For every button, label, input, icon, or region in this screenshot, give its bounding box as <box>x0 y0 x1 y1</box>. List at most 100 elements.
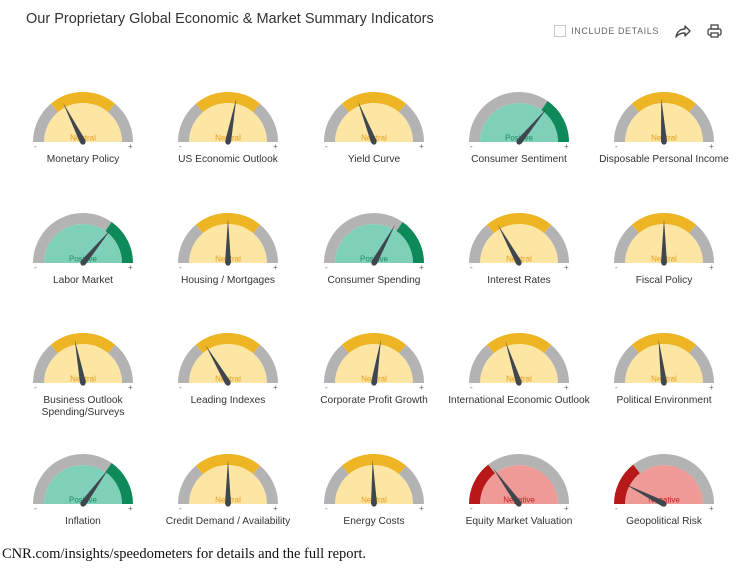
plus-marker: + <box>419 383 424 392</box>
gauge-energy-costs: Neutral-+Energy Costs <box>302 450 446 528</box>
gauge-needle <box>661 98 667 143</box>
speedometer-dial: Negative - + <box>614 454 714 513</box>
dial-band <box>398 344 424 384</box>
gauge-disposable-personal-income: Neutral-+Disposable Personal Income <box>592 88 736 166</box>
dial-band <box>324 103 350 143</box>
gauge-label: Interest Rates <box>487 275 551 286</box>
needle-hub <box>371 139 377 145</box>
gauge-political-environment: Neutral-+Political Environment <box>592 329 736 407</box>
gauge-label: Corporate Profit Growth <box>320 395 428 406</box>
plus-marker: + <box>128 504 133 513</box>
print-icon[interactable] <box>707 24 722 38</box>
dial-band <box>178 103 204 143</box>
speedometer-dial: Neutral-+ <box>324 333 424 392</box>
plus-marker: + <box>273 263 278 272</box>
needle-hub <box>225 139 231 145</box>
dial-band <box>195 333 261 354</box>
gauge-equity-market-valuation: Negative-+Equity Market Valuation <box>447 450 591 528</box>
needle-hub <box>371 380 377 386</box>
dial-band <box>252 103 278 143</box>
needle-hub <box>661 139 667 145</box>
plus-marker: + <box>128 383 133 392</box>
plus-marker: + <box>709 142 714 151</box>
dial-band <box>178 224 204 264</box>
speedometer-dial: Neutral-+ <box>614 92 714 151</box>
dial-band <box>252 465 278 505</box>
plus-marker: + <box>564 383 569 392</box>
needle-hub <box>371 501 377 507</box>
speedometer-dial: Neutral-+ <box>178 92 278 151</box>
gauge-yield-curve: Neutral-+Yield Curve <box>302 88 446 166</box>
gauge-needle <box>205 345 231 385</box>
dial-band <box>107 344 133 384</box>
minus-marker: - <box>470 383 473 392</box>
dial-band <box>543 224 569 264</box>
plus-marker: + <box>419 263 424 272</box>
gauge-needle <box>225 460 231 504</box>
gauge-needle <box>516 108 548 144</box>
dial-band <box>398 465 424 505</box>
plus-marker: + <box>273 504 278 513</box>
dial-band <box>631 92 697 113</box>
speedometer-dial: Neutral-+ <box>33 333 133 392</box>
dial-band <box>33 213 112 264</box>
speedometer-dial: Positive-+ <box>33 454 133 513</box>
gauge-label: Credit Demand / Availability <box>165 516 291 527</box>
dial-band <box>541 101 569 143</box>
dial-band <box>252 224 278 264</box>
dial-band <box>324 213 403 264</box>
speedometer-dial: Neutral-+ <box>178 333 278 392</box>
toolbar: INCLUDE DETAILS <box>554 24 722 38</box>
gauge-us-economic-outlook: Neutral-+US Economic Outlook <box>156 88 300 166</box>
dial-band <box>614 103 640 143</box>
gauge-needle <box>225 98 237 143</box>
needle-hub <box>225 501 231 507</box>
needle-hub <box>80 139 86 145</box>
dial-face <box>335 103 413 142</box>
dial-band <box>252 344 278 384</box>
dial-band <box>105 222 133 264</box>
share-icon[interactable] <box>675 24 691 38</box>
include-details-label[interactable]: INCLUDE DETAILS <box>571 26 659 36</box>
dial-band <box>631 213 697 234</box>
gauge-label: International Economic Outlook <box>448 395 590 406</box>
dial-band <box>469 464 496 505</box>
include-details-checkbox[interactable] <box>554 25 567 37</box>
dial-band <box>614 344 640 384</box>
minus-marker: - <box>615 504 618 513</box>
minus-marker: - <box>34 142 37 151</box>
dial-band <box>107 103 133 143</box>
needle-hub <box>80 380 86 386</box>
dial-face <box>335 344 413 383</box>
gauge-leading-indexes: Neutral-+Leading Indexes <box>156 329 300 407</box>
gauge-needle <box>371 460 377 505</box>
speedometer-dial: Neutral-+ <box>324 92 424 151</box>
dial-band <box>105 463 133 505</box>
gauge-credit-demand-availability: Neutral-+ Credit Demand / Availability <box>156 450 300 528</box>
gauge-consumer-sentiment: Positive-+Consumer Sentiment <box>447 88 591 166</box>
dial-band <box>486 333 552 354</box>
gauge-needle <box>74 339 86 384</box>
dial-band <box>488 454 569 505</box>
gauge-needle <box>225 219 231 263</box>
gauge-label: Business Outlook Spending/Surveys <box>41 395 125 418</box>
dial-band <box>688 103 714 143</box>
needle-hub <box>661 380 667 386</box>
dial-face <box>480 224 558 263</box>
gauge-interest-rates: Neutral-+Interest Rates <box>447 209 591 287</box>
gauge-corporate-profit-growth: Neutral-+ Corporate Profit Growth <box>302 329 446 407</box>
dial-face <box>189 344 267 383</box>
speedometer-dial: Neutral-+ <box>178 454 278 513</box>
dial-band <box>33 454 112 505</box>
gauge-consumer-spending: Positive-+Consumer Spending <box>302 209 446 287</box>
dial-band <box>195 454 261 475</box>
dial-face <box>189 103 267 142</box>
plus-marker: + <box>564 504 569 513</box>
speedometer-dial: Neutral-+ <box>614 213 714 272</box>
gauge-fiscal-policy: Neutral-+Fiscal Policy <box>592 209 736 287</box>
gauge-needle <box>658 339 667 384</box>
speedometer-dial: Neutral-+ <box>614 333 714 392</box>
plus-marker: + <box>419 142 424 151</box>
plus-marker: + <box>128 263 133 272</box>
dial-band <box>469 92 548 143</box>
